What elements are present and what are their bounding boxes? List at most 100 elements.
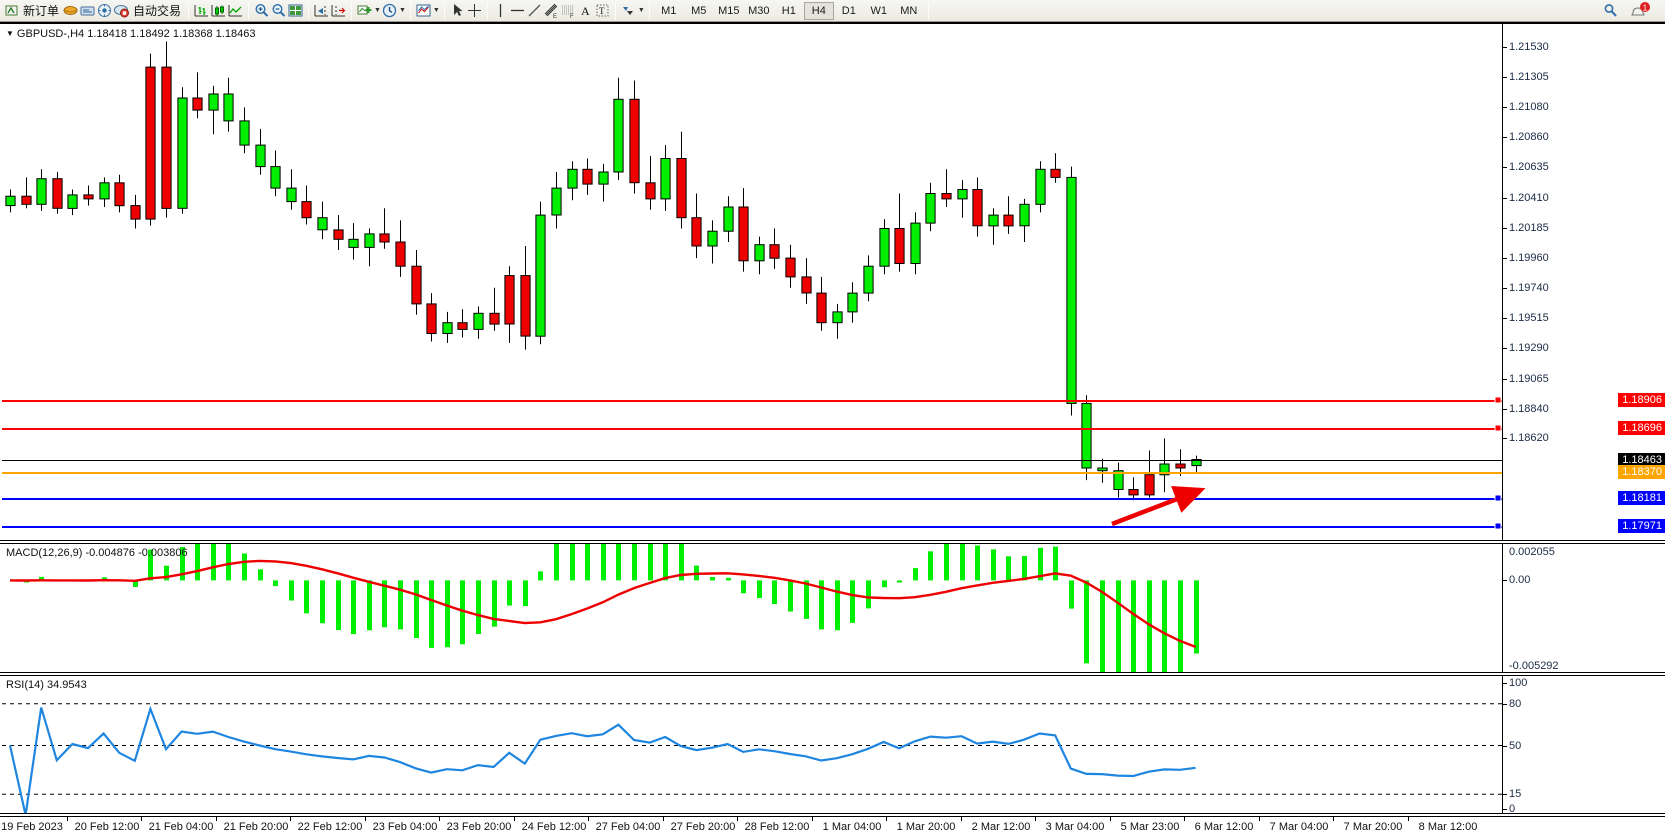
level-line-resistance-lower[interactable] (2, 428, 1502, 431)
chart-symbol-header: ▼ GBPUSD-,H4 1.18418 1.18492 1.18368 1.18… (6, 28, 255, 40)
chart-collapse-icon[interactable]: ▼ (6, 29, 14, 38)
price-scale-label: 1.18620 (1509, 432, 1549, 445)
price-badge-resistance-upper[interactable]: 1.18906 (1618, 392, 1665, 407)
auto-scroll-icon[interactable] (330, 2, 347, 19)
timeframe-m15[interactable]: M15 (718, 4, 740, 17)
level-handle-resistance-lower[interactable] (1494, 424, 1502, 432)
price-scale-label: 1.20185 (1509, 221, 1549, 234)
timeframe-h1[interactable]: H1 (781, 4, 796, 17)
bar-chart-icon[interactable] (193, 2, 210, 19)
level-line-resistance-upper[interactable] (2, 399, 1502, 402)
time-tick (1110, 817, 1111, 821)
zoom-out-icon[interactable] (270, 2, 287, 19)
text-icon[interactable]: A (577, 2, 594, 19)
price-plot[interactable] (2, 24, 1502, 540)
time-tick (1035, 817, 1036, 821)
fibonacci-icon[interactable]: F (560, 2, 577, 19)
time-axis-label: 1 Mar 04:00 (822, 821, 882, 833)
crosshair-icon[interactable] (466, 2, 483, 19)
cursor-icon[interactable] (449, 2, 466, 19)
vertical-line-icon[interactable] (492, 2, 509, 19)
price-badge-support-lower[interactable]: 1.17971 (1618, 518, 1665, 533)
macd-scale-label: 0.00 (1509, 574, 1531, 587)
price-tick (1503, 227, 1507, 229)
level-line-pivot-line[interactable] (2, 472, 1502, 474)
macd-pane[interactable]: MACD(12,26,9) -0.004876 -0.003806 0.0020… (0, 543, 1665, 673)
templates-dropdown-caret[interactable]: ▼ (432, 7, 440, 14)
autotrading-label: 自动交易 (133, 4, 182, 18)
period-dropdown-caret[interactable]: ▼ (398, 7, 406, 14)
rsi-tick (1503, 794, 1507, 796)
price-scale[interactable]: 1.21530 1.21305 1.21080 1.20860 1.20635 1.204… (1502, 24, 1665, 540)
rsi-scale-label: 50 (1509, 739, 1522, 752)
horizontal-line-icon[interactable] (509, 2, 526, 19)
price-badge-support-upper[interactable]: 1.18181 (1618, 490, 1665, 505)
templates-icon[interactable] (415, 2, 432, 19)
time-axis-label: 23 Feb 04:00 (372, 821, 438, 833)
price-tick (1503, 197, 1507, 199)
time-tick (514, 817, 515, 821)
expert-advisor-icon[interactable] (62, 2, 79, 19)
timeframe-h4[interactable]: H4 (803, 1, 834, 20)
chart-container[interactable]: ▼ GBPUSD-,H4 1.18418 1.18492 1.18368 1.18… (0, 22, 1665, 837)
level-handle-support-upper[interactable] (1494, 494, 1502, 501)
timeframe-d1[interactable]: D1 (841, 4, 856, 17)
indicators-dropdown-caret[interactable]: ▼ (374, 7, 381, 14)
zoom-in-icon[interactable] (253, 2, 270, 19)
shapes-dropdown-caret[interactable]: ▼ (637, 7, 645, 14)
rsi-title: RSI(14) 34.9543 (6, 679, 87, 691)
alert-badge-count: 1 (1643, 3, 1648, 12)
main-toolbar: 新订单 自动交易 ▼ (0, 0, 1665, 22)
price-badge-last-price[interactable]: 1.18463 (1618, 452, 1665, 467)
autotrading-icon[interactable] (113, 2, 130, 19)
level-line-support-lower[interactable] (2, 525, 1502, 528)
period-icon[interactable] (381, 2, 398, 19)
price-tick (1503, 107, 1507, 109)
timeframe-m5[interactable]: M5 (691, 4, 707, 17)
tile-windows-icon[interactable] (287, 2, 304, 19)
time-axis-label: 27 Feb 04:00 (595, 821, 661, 833)
time-tick (216, 817, 217, 821)
time-axis[interactable]: 19 Feb 2023 20 Feb 12:00 21 Feb 04:00 21 Fe… (0, 816, 1665, 837)
time-axis-label: 23 Feb 20:00 (446, 821, 512, 833)
rsi-scale-label: 0 (1509, 803, 1516, 815)
rsi-plot[interactable] (2, 676, 1502, 813)
time-axis-label: 8 Mar 12:00 (1418, 821, 1478, 833)
line-chart-icon[interactable] (227, 2, 244, 19)
price-badge-pivot-line[interactable]: 1.18370 (1618, 465, 1665, 479)
timeframe-m30[interactable]: M30 (748, 4, 770, 17)
level-handle-support-lower[interactable] (1494, 522, 1502, 530)
time-axis-label: 7 Mar 20:00 (1343, 821, 1403, 833)
level-line-last-price[interactable] (2, 459, 1502, 461)
timeframe-w1[interactable]: W1 (870, 4, 888, 17)
macd-scale[interactable]: 0.002055 0.00 -0.005292 (1502, 544, 1665, 672)
shapes-icon[interactable] (620, 2, 637, 19)
text-label-icon[interactable]: T (594, 2, 611, 19)
time-axis-label: 19 Feb 2023 (1, 821, 63, 833)
candlestick-chart-icon[interactable] (210, 2, 227, 19)
timeframe-mn[interactable]: MN (900, 4, 918, 17)
price-scale-label: 1.19515 (1509, 312, 1549, 324)
alerts-icon[interactable]: 1 (1629, 2, 1651, 19)
time-axis-label: 5 Mar 23:00 (1120, 821, 1180, 833)
level-handle-resistance-upper[interactable] (1494, 396, 1502, 404)
search-icon[interactable] (1602, 2, 1619, 19)
new-order-button[interactable]: 新订单 (0, 1, 62, 21)
macd-plot[interactable] (2, 544, 1502, 672)
rsi-svg (2, 703, 1502, 813)
price-tick (1503, 137, 1507, 138)
rsi-scale[interactable]: 100 80 50 15 0 (1502, 676, 1665, 815)
indicators-icon[interactable] (356, 2, 373, 19)
price-tick (1503, 258, 1507, 260)
trendline-icon[interactable] (526, 2, 543, 19)
equidistant-channel-icon[interactable]: E (543, 2, 560, 19)
price-badge-resistance-lower[interactable]: 1.18696 (1618, 421, 1665, 436)
data-window-icon[interactable] (79, 2, 96, 19)
price-pane[interactable]: ▼ GBPUSD-,H4 1.18418 1.18492 1.18368 1.18… (0, 23, 1665, 541)
timeframe-m1[interactable]: M1 (661, 4, 677, 17)
level-line-support-upper[interactable] (2, 497, 1502, 500)
network-icon[interactable] (96, 2, 113, 19)
rsi-pane[interactable]: RSI(14) 34.9543 100 80 50 15 0 (0, 675, 1665, 815)
autotrading-button[interactable]: 自动交易 (130, 1, 184, 21)
shift-end-icon[interactable] (313, 2, 330, 19)
